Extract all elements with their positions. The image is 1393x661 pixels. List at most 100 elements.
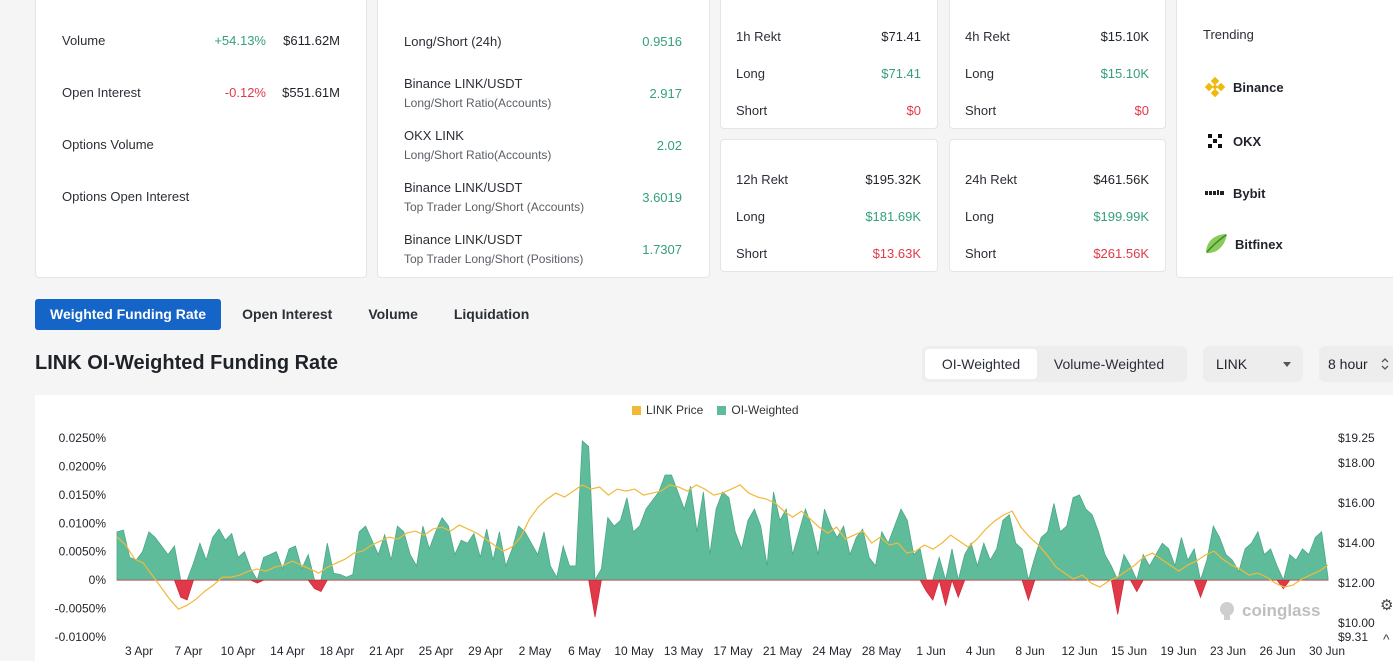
x-tick-label: 12 Jun [1061, 644, 1097, 658]
ratio-row-label: Binance LINK/USDT [404, 232, 523, 247]
rekt-total: $461.56K [1093, 172, 1149, 187]
symbol-select-value: LINK [1216, 356, 1248, 372]
price-line [116, 484, 1329, 610]
y-right-tick-label: $19.25 [1338, 431, 1375, 445]
legend-item-price[interactable]: LINK Price [632, 403, 703, 417]
interval-select[interactable]: 8 hour [1319, 346, 1393, 382]
rekt-long-label: Long [965, 209, 994, 224]
rekt-total: $71.41 [881, 29, 921, 44]
funding-positive-area [116, 439, 1329, 582]
legend-item-oi-weighted[interactable]: OI-Weighted [717, 403, 799, 417]
x-tick-label: 19 Jun [1160, 644, 1196, 658]
trending-item-bybit[interactable]: Bybit [1203, 181, 1266, 205]
symbol-select[interactable]: LINK [1203, 346, 1303, 382]
tab-open-interest[interactable]: Open Interest [242, 306, 333, 322]
x-tick-label: 21 Apr [369, 644, 404, 658]
ratio-row-label: Binance LINK/USDT [404, 76, 523, 91]
rekt-card-24h: 24h Rekt $461.56K Long $199.99K Short $261.56… [949, 139, 1166, 272]
chart-legend: LINK Price OI-Weighted [632, 403, 799, 417]
trending-item-okx[interactable]: OKX [1203, 129, 1261, 153]
price-swatch [632, 406, 641, 415]
rekt-long-value: $15.10K [1100, 66, 1149, 81]
rekt-long-label: Long [965, 66, 994, 81]
rekt-short-value: $261.56K [1093, 246, 1149, 261]
tab-volume[interactable]: Volume [368, 306, 418, 322]
trending-item-binance[interactable]: Binance [1203, 75, 1284, 99]
rekt-title: 12h Rekt [736, 172, 789, 187]
x-tick-label: 1 Jun [916, 644, 945, 658]
rekt-long-value: $199.99K [1093, 209, 1149, 224]
x-tick-label: 10 Apr [221, 644, 256, 658]
y-left-tick-label: 0.0150% [59, 488, 107, 502]
x-tick-label: 15 Jun [1111, 644, 1147, 658]
chevron-down-icon [1283, 362, 1291, 367]
ratio-row-sublabel: Top Trader Long/Short (Positions) [404, 252, 584, 266]
gear-icon[interactable]: ⚙ [1380, 597, 1393, 614]
weighting-toggle: OI-Weighted Volume-Weighted [922, 346, 1187, 382]
y-left-tick-label: 0% [89, 573, 107, 587]
x-tick-label: 3 Apr [125, 644, 153, 658]
rekt-card-12h: 12h Rekt $195.32K Long $181.69K Short $13.63K [720, 139, 938, 272]
y-right-tick-label: $14.00 [1338, 536, 1375, 550]
market-row-change: +54.13% [214, 33, 266, 48]
y-right-tick-label: $9.31 [1338, 630, 1368, 644]
y-right-tick-label: $12.00 [1338, 576, 1375, 590]
x-tick-label: 13 May [664, 644, 703, 658]
x-tick-label: 4 Jun [966, 644, 995, 658]
trending-item-bitfinex[interactable]: Bitfinex [1203, 231, 1283, 257]
updown-arrows-icon [1381, 358, 1389, 370]
x-tick-label: 7 Apr [174, 644, 202, 658]
bybit-logo-icon [1205, 190, 1225, 196]
y-left-tick-label: 0.0050% [59, 545, 107, 559]
rekt-short-label: Short [965, 103, 997, 118]
x-tick-label: 2 May [519, 644, 552, 658]
x-tick-label: 30 Jun [1309, 644, 1345, 658]
ratio-row-value: 2.02 [656, 138, 682, 153]
trending-label: OKX [1233, 133, 1262, 149]
funding-swatch [717, 406, 727, 415]
ratio-row-value: 1.7307 [642, 242, 682, 257]
rekt-card-1h: 1h Rekt $71.41 Long $71.41 Short $0 [720, 0, 938, 129]
tab-weighted-funding-rate[interactable]: Weighted Funding Rate [35, 299, 222, 330]
trending-title: Trending [1203, 27, 1254, 42]
market-row-label: Options Open Interest [62, 189, 190, 204]
rekt-short-value: $0 [1134, 103, 1149, 118]
binance-logo-icon [1204, 76, 1226, 98]
x-tick-label: 21 May [763, 644, 802, 658]
market-row-label: Options Volume [62, 137, 154, 152]
bitfinex-logo-icon [1206, 234, 1227, 254]
ratio-row-label: Binance LINK/USDT [404, 180, 523, 195]
volume-weighted-option[interactable]: Volume-Weighted [1053, 356, 1165, 372]
rekt-title: 1h Rekt [736, 29, 781, 44]
ratio-row-label: OKX LINK [404, 128, 464, 143]
market-stats-card: Volume +54.13% $611.62M Open Interest -0.12%… [35, 0, 367, 278]
ratio-row-sublabel: Long/Short Ratio(Accounts) [404, 96, 552, 110]
x-tick-label: 10 May [614, 644, 653, 658]
rekt-short-value: $13.63K [872, 246, 921, 261]
trending-card: Trending Binance OKX Bybit Bitfinex [1176, 0, 1393, 278]
ratio-row-value: 3.6019 [642, 190, 682, 205]
rekt-card-4h: 4h Rekt $15.10K Long $15.10K Short $0 [949, 0, 1166, 129]
ratio-row-value: 2.917 [649, 86, 682, 101]
chart-title: LINK OI-Weighted Funding Rate [35, 352, 338, 374]
oi-weighted-option[interactable]: OI-Weighted [925, 349, 1037, 379]
trending-label: Binance [1233, 79, 1284, 95]
long-short-card: Long/Short (24h) 0.9516 Binance LINK/USDT L… [377, 0, 710, 278]
trending-label: Bybit [1233, 185, 1266, 201]
market-row-value: $551.61M [282, 85, 340, 100]
funding-rate-chart: 0.0250% 0.0200% 0.0150% 0.0100% 0.0050% 0% -0.… [55, 431, 1375, 658]
rekt-total: $15.10K [1100, 29, 1149, 44]
x-tick-label: 6 May [568, 644, 601, 658]
rekt-long-value: $71.41 [881, 66, 921, 81]
x-tick-label: 18 Apr [320, 644, 355, 658]
rekt-short-label: Short [736, 246, 768, 261]
y-left-tick-label: 0.0200% [59, 459, 107, 473]
chevron-up-icon[interactable]: ^ [1383, 631, 1390, 647]
rekt-long-value: $181.69K [865, 209, 921, 224]
ratio-row-value: 0.9516 [642, 34, 682, 49]
funding-negative-area [116, 578, 1329, 618]
rekt-long-label: Long [736, 66, 765, 81]
market-row-label: Volume [62, 33, 106, 48]
tab-liquidation[interactable]: Liquidation [453, 306, 530, 322]
y-left-tick-label: 0.0250% [59, 431, 107, 445]
